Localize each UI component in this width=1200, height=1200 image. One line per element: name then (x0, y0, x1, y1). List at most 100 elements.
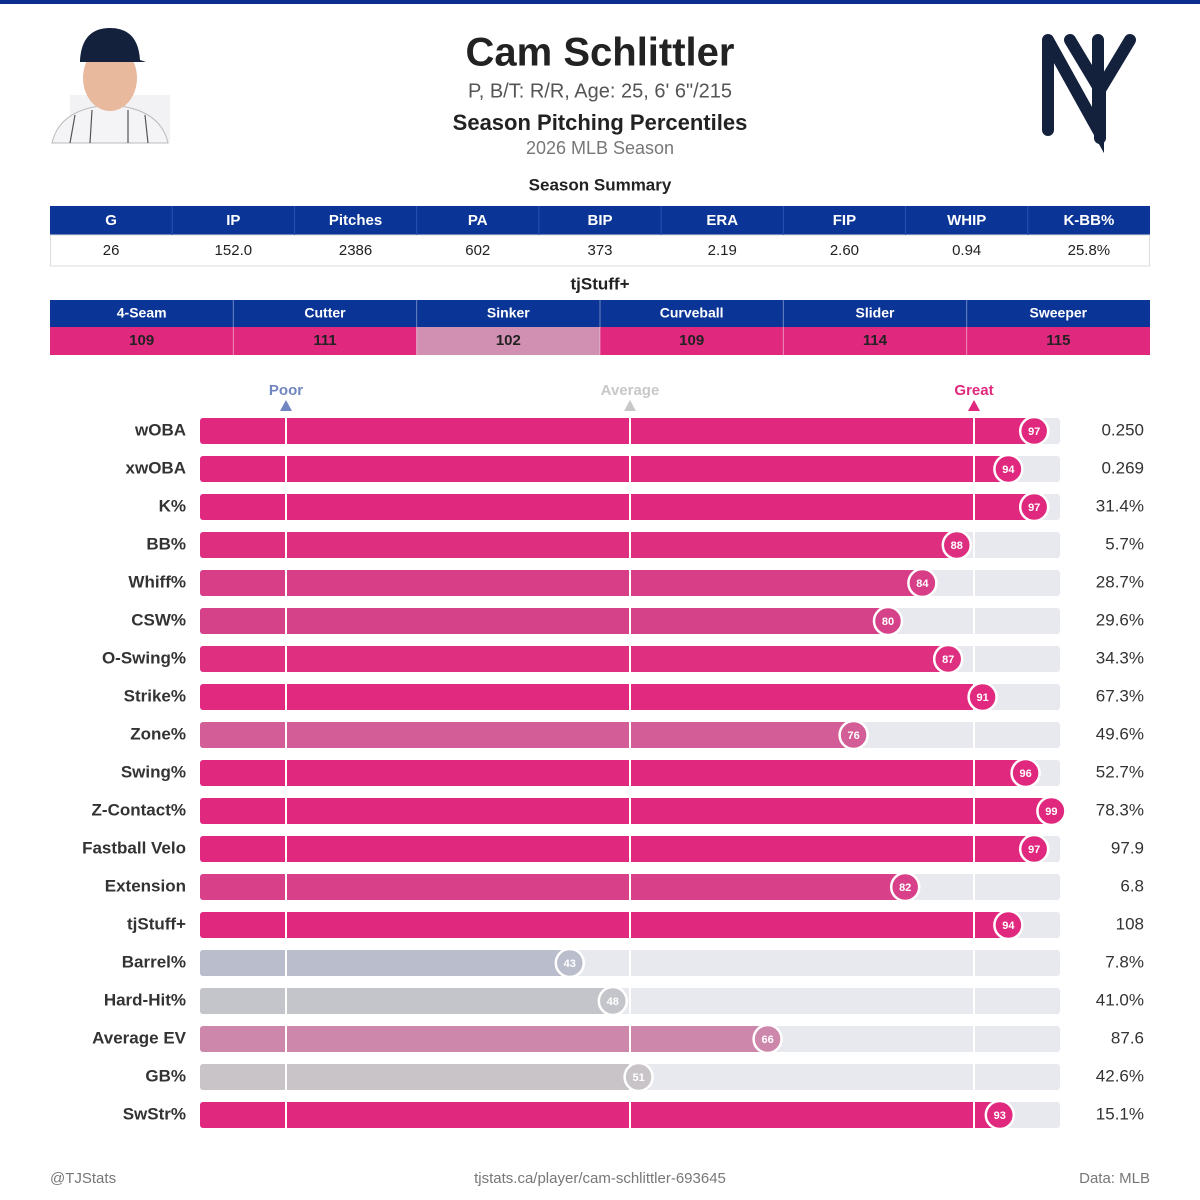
percentile-dot (623, 1061, 654, 1093)
summary-header: BIP (587, 212, 612, 229)
marker-triangle (624, 400, 636, 411)
bar (200, 836, 1035, 862)
percentile-dot (1036, 795, 1067, 827)
stat-value: 6.8 (1120, 876, 1144, 895)
stuff-cell (600, 327, 784, 355)
percentile-label: 94 (1002, 920, 1015, 932)
stuff-cell (416, 327, 600, 355)
stat-value: 52.7% (1096, 762, 1144, 781)
stuff-value: 115 (1046, 332, 1070, 349)
metric-label: K% (159, 496, 186, 515)
stuff-value: 109 (129, 332, 154, 349)
percentile-dot (597, 985, 629, 1017)
stuff-header: Sinker (487, 305, 530, 321)
metric-label: O-Swing% (102, 648, 186, 667)
summary-header: FIP (833, 212, 856, 229)
summary-header: Pitches (329, 212, 382, 229)
percentile-dot (993, 453, 1024, 485)
bar (200, 456, 1009, 482)
bar (200, 1026, 768, 1052)
percentile-dot (984, 1099, 1016, 1131)
percentile-dot (752, 1023, 783, 1055)
top-bar (0, 0, 1200, 4)
percentile-label: 48 (607, 996, 619, 1008)
stuff-cell (50, 327, 234, 355)
stat-value: 87.6 (1111, 1028, 1144, 1047)
percentile-label: 76 (847, 730, 859, 742)
percentile-dot (907, 567, 938, 599)
percentile-dot (1018, 415, 1050, 447)
stat-value: 28.7% (1096, 572, 1144, 591)
percentile-dot (932, 643, 964, 675)
marker-label: Poor (269, 382, 303, 399)
stat-value: 31.4% (1096, 496, 1144, 515)
percentile-dot (1018, 833, 1050, 865)
footer-right: Data: MLB (1079, 1170, 1150, 1187)
footer-center: tjstats.ca/player/cam-schlittler-693645 (474, 1170, 726, 1187)
percentile-label: 43 (564, 958, 576, 970)
percentile-dot (941, 529, 973, 561)
stat-value: 78.3% (1096, 800, 1144, 819)
stat-value: 42.6% (1096, 1066, 1144, 1085)
marker-label: Great (954, 382, 993, 399)
summary-value: 2.19 (708, 242, 737, 259)
bar (200, 950, 570, 976)
stuff-value: 114 (863, 332, 888, 349)
metric-label: Average EV (92, 1028, 187, 1047)
footer-left: @TJStats (50, 1170, 116, 1187)
marker-triangle (280, 400, 292, 411)
percentile-label: 88 (951, 540, 963, 552)
percentile-label: 99 (1045, 806, 1057, 818)
bar (200, 570, 923, 596)
percentile-label: 66 (761, 1034, 773, 1046)
percentile-dot (967, 681, 998, 713)
summary-row-bg (50, 234, 1150, 267)
team-logo (1042, 34, 1136, 154)
metric-label: SwStr% (123, 1104, 186, 1123)
summary-header: IP (226, 212, 240, 229)
percentile-label: 82 (899, 882, 911, 894)
summary-header: PA (468, 212, 488, 229)
bar (200, 1102, 1000, 1128)
stat-value: 108 (1116, 914, 1144, 933)
stuff-value: 109 (679, 332, 704, 349)
stat-value: 0.250 (1101, 420, 1144, 439)
bar (200, 684, 983, 710)
stuff-cell (233, 327, 417, 355)
percentile-label: 97 (1028, 502, 1040, 514)
bar (200, 722, 854, 748)
stat-value: 67.3% (1096, 686, 1144, 705)
stat-value: 7.8% (1105, 952, 1144, 971)
percentile-dot (1010, 757, 1041, 789)
bar (200, 494, 1035, 520)
metric-label: Barrel% (122, 952, 186, 971)
percentile-dot (993, 909, 1024, 941)
stuff-header: Cutter (304, 305, 346, 321)
stat-value: 97.9 (1111, 838, 1144, 857)
marker-label: Average (601, 382, 660, 399)
player-photo (51, 28, 170, 144)
summary-title: Season Summary (529, 175, 672, 194)
metric-label: Strike% (124, 686, 186, 705)
bar (200, 608, 888, 634)
bar (200, 988, 613, 1014)
percentile-dot (1018, 491, 1050, 523)
metric-label: GB% (145, 1066, 186, 1085)
stuff-header: Sweeper (1030, 305, 1088, 321)
stuff-title: tjStuff+ (570, 274, 629, 293)
stat-value: 5.7% (1105, 534, 1144, 553)
chart-title: Season Pitching Percentiles (453, 110, 748, 135)
summary-value: 2386 (339, 242, 372, 259)
percentile-label: 91 (976, 692, 988, 704)
stat-value: 41.0% (1096, 990, 1144, 1009)
summary-header-bg (50, 206, 1150, 235)
bar (200, 798, 1052, 824)
percentile-label: 93 (994, 1110, 1006, 1122)
summary-header: WHIP (947, 212, 986, 229)
stat-value: 49.6% (1096, 724, 1144, 743)
bar (200, 1064, 639, 1090)
bar (200, 874, 906, 900)
metric-label: CSW% (131, 610, 186, 629)
